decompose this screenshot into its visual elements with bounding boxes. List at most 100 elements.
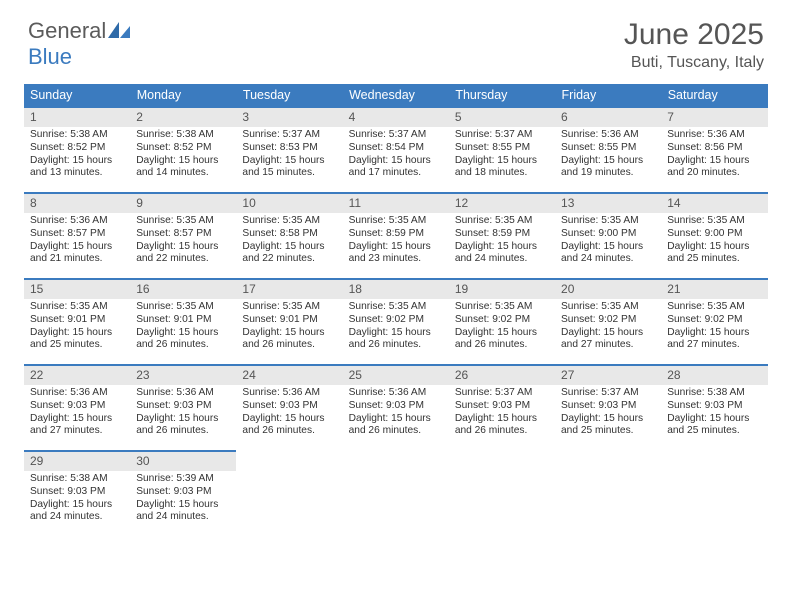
day-number: 25 [343,366,449,385]
month-title: June 2025 [624,18,764,52]
header: General Blue June 2025 Buti, Tuscany, It… [0,0,792,80]
calendar-cell [343,451,449,537]
day-details: Sunrise: 5:38 AMSunset: 9:03 PMDaylight:… [661,385,767,442]
logo: General Blue [28,18,130,70]
calendar-cell: 2Sunrise: 5:38 AMSunset: 8:52 PMDaylight… [130,107,236,193]
day-details: Sunrise: 5:36 AMSunset: 9:03 PMDaylight:… [343,385,449,442]
day-details: Sunrise: 5:38 AMSunset: 9:03 PMDaylight:… [24,471,130,528]
calendar-cell [555,451,661,537]
calendar-cell: 10Sunrise: 5:35 AMSunset: 8:58 PMDayligh… [236,193,342,279]
calendar-cell: 6Sunrise: 5:36 AMSunset: 8:55 PMDaylight… [555,107,661,193]
calendar-body: 1Sunrise: 5:38 AMSunset: 8:52 PMDaylight… [24,107,768,537]
day-number: 14 [661,194,767,213]
day-number: 2 [130,108,236,127]
calendar-cell [661,451,767,537]
day-details: Sunrise: 5:35 AMSunset: 8:58 PMDaylight:… [236,213,342,270]
day-number: 29 [24,452,130,471]
calendar-cell: 7Sunrise: 5:36 AMSunset: 8:56 PMDaylight… [661,107,767,193]
weekday-header: Thursday [449,84,555,107]
day-details: Sunrise: 5:35 AMSunset: 9:02 PMDaylight:… [555,299,661,356]
day-number: 12 [449,194,555,213]
calendar-row: 15Sunrise: 5:35 AMSunset: 9:01 PMDayligh… [24,279,768,365]
calendar-cell: 20Sunrise: 5:35 AMSunset: 9:02 PMDayligh… [555,279,661,365]
day-details: Sunrise: 5:35 AMSunset: 9:01 PMDaylight:… [24,299,130,356]
day-number: 4 [343,108,449,127]
calendar-cell [449,451,555,537]
day-number: 22 [24,366,130,385]
calendar-cell: 26Sunrise: 5:37 AMSunset: 9:03 PMDayligh… [449,365,555,451]
day-number: 13 [555,194,661,213]
day-details: Sunrise: 5:38 AMSunset: 8:52 PMDaylight:… [130,127,236,184]
weekday-header: Monday [130,84,236,107]
weekday-header: Tuesday [236,84,342,107]
day-number: 18 [343,280,449,299]
day-details: Sunrise: 5:37 AMSunset: 9:03 PMDaylight:… [555,385,661,442]
calendar-cell: 1Sunrise: 5:38 AMSunset: 8:52 PMDaylight… [24,107,130,193]
day-number: 23 [130,366,236,385]
day-details: Sunrise: 5:36 AMSunset: 9:03 PMDaylight:… [24,385,130,442]
weekday-row: SundayMondayTuesdayWednesdayThursdayFrid… [24,84,768,107]
calendar-cell: 22Sunrise: 5:36 AMSunset: 9:03 PMDayligh… [24,365,130,451]
calendar-cell: 28Sunrise: 5:38 AMSunset: 9:03 PMDayligh… [661,365,767,451]
calendar-cell: 9Sunrise: 5:35 AMSunset: 8:57 PMDaylight… [130,193,236,279]
calendar-cell [236,451,342,537]
weekday-header: Wednesday [343,84,449,107]
day-details: Sunrise: 5:37 AMSunset: 8:53 PMDaylight:… [236,127,342,184]
calendar-cell: 17Sunrise: 5:35 AMSunset: 9:01 PMDayligh… [236,279,342,365]
day-number: 7 [661,108,767,127]
day-number: 28 [661,366,767,385]
day-number: 15 [24,280,130,299]
day-number: 8 [24,194,130,213]
calendar-cell: 30Sunrise: 5:39 AMSunset: 9:03 PMDayligh… [130,451,236,537]
day-number: 17 [236,280,342,299]
day-details: Sunrise: 5:36 AMSunset: 8:55 PMDaylight:… [555,127,661,184]
day-number: 6 [555,108,661,127]
day-number: 19 [449,280,555,299]
calendar-row: 22Sunrise: 5:36 AMSunset: 9:03 PMDayligh… [24,365,768,451]
calendar-row: 1Sunrise: 5:38 AMSunset: 8:52 PMDaylight… [24,107,768,193]
calendar-cell: 16Sunrise: 5:35 AMSunset: 9:01 PMDayligh… [130,279,236,365]
day-details: Sunrise: 5:35 AMSunset: 9:00 PMDaylight:… [555,213,661,270]
day-number: 11 [343,194,449,213]
logo-text: General Blue [28,18,130,70]
calendar-cell: 5Sunrise: 5:37 AMSunset: 8:55 PMDaylight… [449,107,555,193]
calendar-cell: 18Sunrise: 5:35 AMSunset: 9:02 PMDayligh… [343,279,449,365]
title-block: June 2025 Buti, Tuscany, Italy [624,18,764,72]
day-details: Sunrise: 5:36 AMSunset: 8:56 PMDaylight:… [661,127,767,184]
day-details: Sunrise: 5:35 AMSunset: 9:02 PMDaylight:… [449,299,555,356]
day-details: Sunrise: 5:36 AMSunset: 9:03 PMDaylight:… [236,385,342,442]
day-number: 21 [661,280,767,299]
day-details: Sunrise: 5:35 AMSunset: 9:01 PMDaylight:… [236,299,342,356]
calendar-cell: 13Sunrise: 5:35 AMSunset: 9:00 PMDayligh… [555,193,661,279]
calendar-cell: 4Sunrise: 5:37 AMSunset: 8:54 PMDaylight… [343,107,449,193]
calendar-cell: 3Sunrise: 5:37 AMSunset: 8:53 PMDaylight… [236,107,342,193]
day-number: 20 [555,280,661,299]
location: Buti, Tuscany, Italy [624,54,764,72]
calendar-cell: 11Sunrise: 5:35 AMSunset: 8:59 PMDayligh… [343,193,449,279]
calendar-cell: 24Sunrise: 5:36 AMSunset: 9:03 PMDayligh… [236,365,342,451]
weekday-header: Sunday [24,84,130,107]
day-details: Sunrise: 5:35 AMSunset: 8:59 PMDaylight:… [449,213,555,270]
calendar-cell: 12Sunrise: 5:35 AMSunset: 8:59 PMDayligh… [449,193,555,279]
day-number: 26 [449,366,555,385]
day-details: Sunrise: 5:37 AMSunset: 9:03 PMDaylight:… [449,385,555,442]
day-details: Sunrise: 5:37 AMSunset: 8:54 PMDaylight:… [343,127,449,184]
day-number: 3 [236,108,342,127]
calendar-cell: 25Sunrise: 5:36 AMSunset: 9:03 PMDayligh… [343,365,449,451]
calendar-row: 29Sunrise: 5:38 AMSunset: 9:03 PMDayligh… [24,451,768,537]
day-number: 30 [130,452,236,471]
logo-general: General [28,18,106,43]
day-details: Sunrise: 5:35 AMSunset: 8:57 PMDaylight:… [130,213,236,270]
calendar-row: 8Sunrise: 5:36 AMSunset: 8:57 PMDaylight… [24,193,768,279]
day-number: 1 [24,108,130,127]
day-details: Sunrise: 5:38 AMSunset: 8:52 PMDaylight:… [24,127,130,184]
day-number: 5 [449,108,555,127]
weekday-header: Saturday [661,84,767,107]
day-number: 24 [236,366,342,385]
calendar-cell: 8Sunrise: 5:36 AMSunset: 8:57 PMDaylight… [24,193,130,279]
day-details: Sunrise: 5:35 AMSunset: 9:00 PMDaylight:… [661,213,767,270]
day-details: Sunrise: 5:37 AMSunset: 8:55 PMDaylight:… [449,127,555,184]
day-details: Sunrise: 5:35 AMSunset: 8:59 PMDaylight:… [343,213,449,270]
day-details: Sunrise: 5:35 AMSunset: 9:01 PMDaylight:… [130,299,236,356]
calendar-cell: 15Sunrise: 5:35 AMSunset: 9:01 PMDayligh… [24,279,130,365]
